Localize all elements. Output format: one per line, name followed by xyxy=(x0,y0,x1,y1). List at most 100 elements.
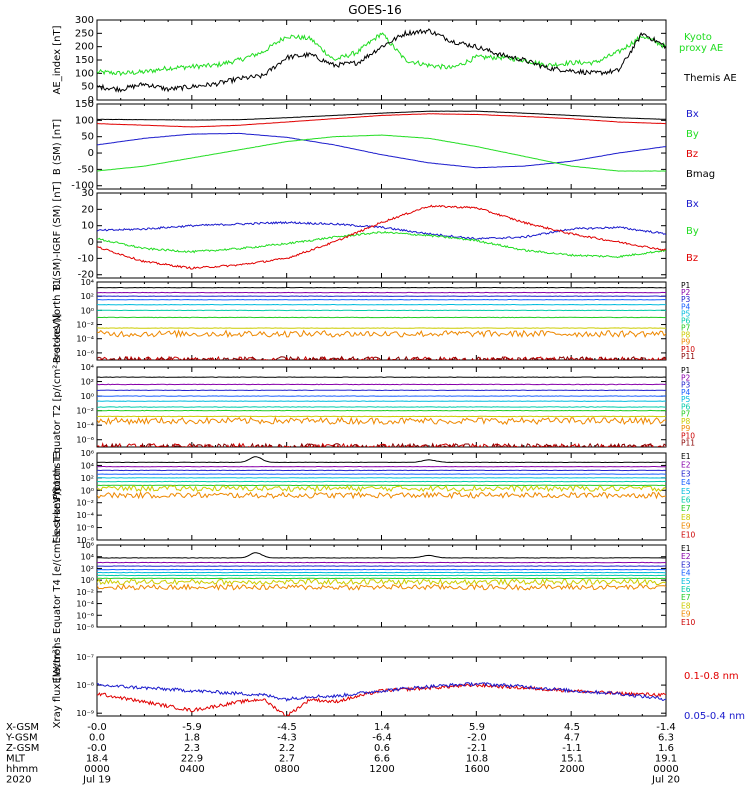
series-group xyxy=(97,681,666,716)
legend-entry: By xyxy=(686,226,699,237)
y-tick-label: 10⁴ xyxy=(81,278,94,287)
y-tick-label: 10⁴ xyxy=(81,461,94,470)
orbit-value: 2.3 xyxy=(184,743,200,754)
series-line-p7 xyxy=(97,409,666,412)
y-tick-label: 10⁻⁸ xyxy=(76,623,94,632)
y-tick-label: 10⁻⁴ xyxy=(76,511,94,520)
y-tick-label: 50 xyxy=(81,82,94,93)
y-tick-label: 10⁰ xyxy=(81,392,94,401)
orbit-value: -0.0 xyxy=(87,722,107,733)
series-line-p2 xyxy=(97,383,666,386)
series-line-themis-ae xyxy=(97,28,666,93)
y-tick-label: 300 xyxy=(75,15,94,26)
legend-entry: P2 xyxy=(681,373,691,382)
y-axis-label: Electrons Equator T4 [e/(cm²-s-sr-keV)] xyxy=(52,488,63,683)
y-tick-label: 100 xyxy=(75,68,94,79)
legend-entry: P10 xyxy=(681,345,695,354)
y-tick-label: 10⁻⁶ xyxy=(76,524,94,533)
panel-ae: 0 50 100 150 200 250 300 AE_index [nT] Kyotoprox… xyxy=(52,15,737,106)
y-tick-label: 10⁻⁸ xyxy=(76,681,94,690)
y-tick-label: 10⁴ xyxy=(81,363,94,372)
series-group xyxy=(97,204,666,270)
y-tick-label: 10² xyxy=(81,564,94,573)
y-tick-label: 10⁴ xyxy=(81,553,94,562)
series-line-p8 xyxy=(97,415,666,418)
orbit-value: 15.1 xyxy=(561,754,583,765)
legend-entry: E6 xyxy=(681,585,691,594)
legend-entry: P8 xyxy=(681,417,691,426)
orbit-row-label: MLT xyxy=(6,754,26,765)
y-tick-label: 10⁻² xyxy=(76,588,94,597)
y-tick-label: 10⁶ xyxy=(81,541,94,550)
orbit-value: 4.5 xyxy=(564,722,580,733)
y-tick-label: -20 xyxy=(78,270,94,281)
orbit-value: 0400 xyxy=(179,764,204,775)
panel-en: 10⁶ 10⁴ 10² 10⁰ 10⁻² 10⁻⁴ 10⁻⁶ 10⁻⁸ Electrons No… xyxy=(52,449,696,545)
legend-entry: E5 xyxy=(681,487,691,496)
legend-entry: Bz xyxy=(686,253,698,264)
orbit-value: 1600 xyxy=(464,764,489,775)
legend-entry: P11 xyxy=(681,439,695,448)
legend-entry: E2 xyxy=(681,461,691,470)
legend-entry: E3 xyxy=(681,560,691,569)
plot-title: GOES-16 xyxy=(348,3,402,17)
series-line-p9 xyxy=(97,416,666,426)
orbit-value: -1.4 xyxy=(656,722,676,733)
legend-entry: P9 xyxy=(681,338,691,347)
panel-pe: 10⁴ 10² 10⁰ 10⁻² 10⁻⁴ 10⁻⁶ Protons Equator T2 … xyxy=(52,314,695,501)
orbit-row-label: X-GSM xyxy=(6,722,39,733)
series-line-e8 xyxy=(97,484,666,493)
y-tick-label: 10⁻² xyxy=(76,499,94,508)
series-group xyxy=(97,286,666,360)
legend-entry: P4 xyxy=(681,388,691,397)
series-line-proxy-ae xyxy=(97,32,666,77)
orbit-value: 1.6 xyxy=(658,743,674,754)
orbit-row-label: Z-GSM xyxy=(6,743,39,754)
legend-entry: P5 xyxy=(681,395,691,404)
y-tick-label: 200 xyxy=(75,42,94,53)
y-tick-label: -100 xyxy=(71,181,94,192)
legend-entry: P7 xyxy=(681,324,691,333)
orbit-value: -4.5 xyxy=(277,722,297,733)
panel-frame xyxy=(96,281,667,361)
y-tick-label: 10⁻⁶ xyxy=(76,436,94,445)
legend-entry: P3 xyxy=(681,381,691,390)
orbit-value: 6.3 xyxy=(658,733,674,744)
series-line-p10 xyxy=(97,442,666,447)
legend-entry: E2 xyxy=(681,552,691,561)
panel-frame xyxy=(96,656,667,717)
series-line-bz xyxy=(97,113,666,128)
legend-entry: E8 xyxy=(681,601,691,610)
orbit-value: 0800 xyxy=(274,764,299,775)
orbit-value: -2.1 xyxy=(467,743,487,754)
series-line-p10 xyxy=(98,355,666,360)
orbit-value: 0.6 xyxy=(374,743,390,754)
orbit-value: 1200 xyxy=(369,764,394,775)
orbit-value: 6.6 xyxy=(374,754,390,765)
legend-entry: E4 xyxy=(681,569,691,578)
legend-entry: E3 xyxy=(681,469,691,478)
legend-entry: P2 xyxy=(681,288,691,297)
y-tick-label: 10⁻⁶ xyxy=(76,349,94,358)
legend-entry: Bx xyxy=(686,199,699,210)
y-tick-label: 10⁰ xyxy=(81,306,94,315)
series-line-e1 xyxy=(97,456,666,464)
legend-entry: P7 xyxy=(681,410,691,419)
series-line-by xyxy=(97,134,666,172)
legend-entry: By xyxy=(686,129,699,140)
y-tick-label: 10² xyxy=(81,292,94,301)
orbit-value: -2.0 xyxy=(467,733,487,744)
orbit-value: -0.0 xyxy=(87,743,107,754)
y-tick-label: 10² xyxy=(81,378,94,387)
orbit-value: -6.4 xyxy=(372,733,392,744)
series-line-by xyxy=(97,230,666,259)
orbit-value: 0.0 xyxy=(89,733,105,744)
y-axis-label: B (SM)-IGRF (SM) [nT] xyxy=(52,181,63,290)
orbit-value: 10.8 xyxy=(466,754,488,765)
orbit-value: -1.1 xyxy=(562,743,582,754)
series-line-e9 xyxy=(97,491,666,500)
series-line-p11 xyxy=(102,442,666,447)
